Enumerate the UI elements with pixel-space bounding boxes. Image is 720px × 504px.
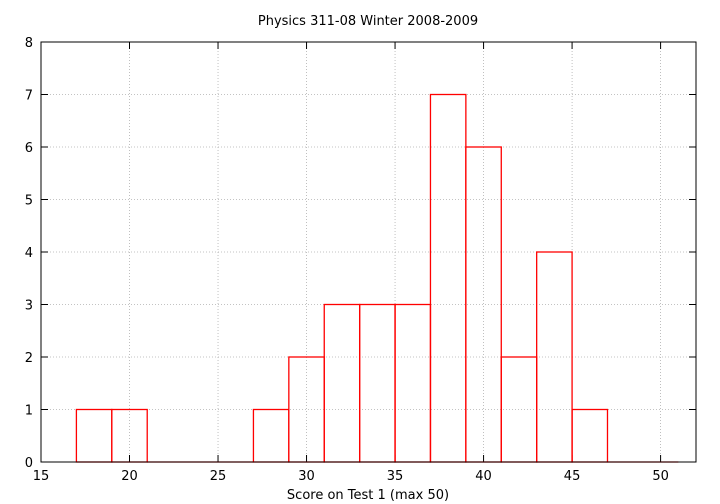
histogram-bar <box>429 93 467 463</box>
y-tick-label: 5 <box>25 194 33 209</box>
x-tick-label: 35 <box>387 469 404 484</box>
x-tick-label: 30 <box>298 469 315 484</box>
histogram-bar <box>394 303 432 463</box>
histogram-bar <box>358 303 396 463</box>
y-tick-label: 6 <box>25 141 33 156</box>
chart-title: Physics 311-08 Winter 2008-2009 <box>258 14 478 29</box>
y-tick-label: 3 <box>25 299 33 314</box>
x-axis-ticks: 15 20 25 30 35 40 45 50 <box>33 42 669 484</box>
x-axis-label: Score on Test 1 (max 50) <box>287 488 449 503</box>
plot-frame <box>40 41 697 463</box>
y-tick-label: 4 <box>25 246 33 261</box>
y-tick-label: 7 <box>25 89 33 104</box>
histogram-bar <box>323 303 361 463</box>
x-tick-label: 25 <box>210 469 227 484</box>
grid-lines <box>41 42 696 462</box>
x-tick-label: 20 <box>121 469 138 484</box>
y-axis-ticks: 0 1 2 3 4 5 6 7 8 <box>25 36 696 471</box>
x-tick-label: 50 <box>652 469 669 484</box>
x-tick-label: 40 <box>475 469 492 484</box>
x-tick-label: 15 <box>33 469 50 484</box>
y-tick-label: 8 <box>25 36 33 51</box>
y-tick-label: 0 <box>25 456 33 471</box>
y-tick-label: 2 <box>25 351 33 366</box>
histogram-bar <box>252 408 290 463</box>
histogram-bar <box>571 408 609 463</box>
histogram-bar <box>75 408 113 463</box>
histogram-bars <box>75 93 679 463</box>
x-tick-label: 45 <box>564 469 581 484</box>
y-tick-label: 1 <box>25 404 33 419</box>
